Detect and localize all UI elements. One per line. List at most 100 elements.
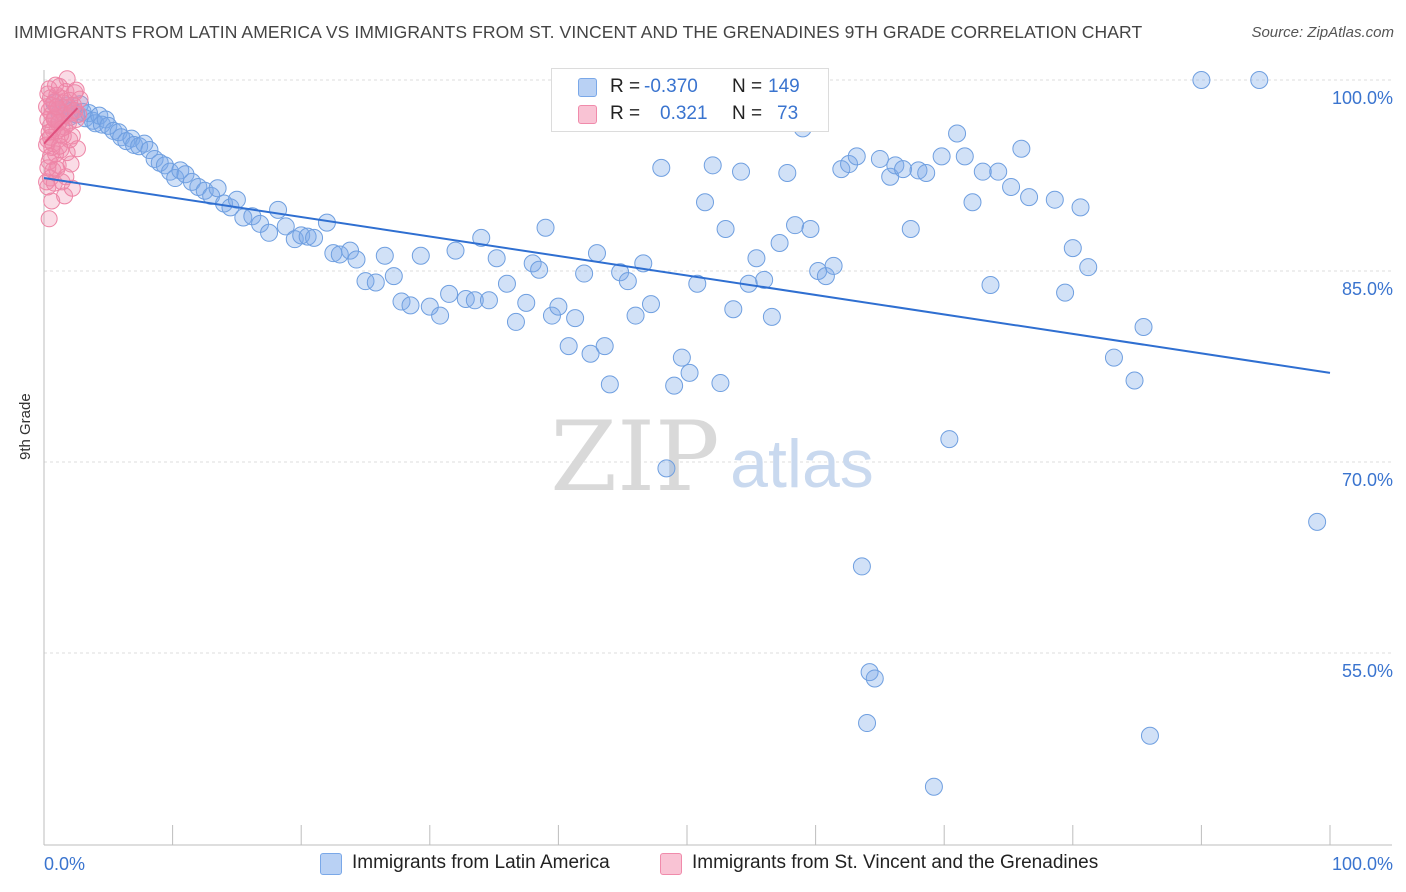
data-point-latin bbox=[786, 216, 805, 235]
data-point-latin bbox=[865, 669, 884, 688]
legend-r-label: R = bbox=[610, 103, 641, 124]
data-point-latin bbox=[243, 207, 262, 226]
data-point-latin bbox=[955, 147, 974, 166]
data-point-latin bbox=[732, 162, 751, 181]
chart-title: IMMIGRANTS FROM LATIN AMERICA VS IMMIGRA… bbox=[14, 22, 1143, 42]
data-point-latin bbox=[506, 312, 525, 331]
legend-swatch-blue bbox=[578, 78, 597, 97]
legend-row-stvincent: R = 0.321 N = 73 bbox=[552, 100, 828, 128]
data-point-latin bbox=[716, 219, 735, 238]
data-point-latin bbox=[724, 300, 743, 319]
data-point-latin bbox=[497, 274, 516, 293]
bottom-legend-stvincent-label: Immigrants from St. Vincent and the Gren… bbox=[692, 852, 1099, 873]
data-point-stvincent bbox=[47, 76, 65, 94]
data-point-latin bbox=[989, 162, 1008, 181]
bottom-swatch-blue bbox=[320, 853, 342, 875]
data-point-latin bbox=[618, 272, 637, 291]
trend-line-latin bbox=[43, 177, 1331, 374]
data-point-latin bbox=[341, 241, 360, 260]
data-point-latin bbox=[1134, 318, 1153, 337]
data-point-latin bbox=[456, 290, 475, 309]
y-axis-label: 9th Grade bbox=[17, 393, 34, 460]
data-point-latin bbox=[150, 153, 169, 172]
data-point-latin bbox=[840, 155, 859, 174]
stats-legend: R = -0.370 N = 149 R = 0.321 N = 73 bbox=[551, 68, 829, 132]
data-point-latin bbox=[260, 223, 279, 242]
data-point-stvincent bbox=[68, 140, 86, 158]
data-point-stvincent bbox=[38, 173, 56, 191]
data-point-latin bbox=[1104, 348, 1123, 367]
data-point-stvincent bbox=[63, 179, 81, 197]
data-point-stvincent bbox=[45, 110, 63, 128]
y-tick-label: 55.0% bbox=[1342, 661, 1393, 681]
data-point-latin bbox=[401, 296, 420, 315]
trend-line-stvincent bbox=[43, 107, 79, 145]
data-point-latin bbox=[559, 337, 578, 356]
data-point-latin bbox=[530, 260, 549, 279]
data-point-stvincent bbox=[38, 136, 56, 154]
data-point-latin bbox=[208, 179, 227, 198]
data-point-latin bbox=[917, 163, 936, 182]
data-point-latin bbox=[680, 363, 699, 382]
data-point-latin bbox=[973, 162, 992, 181]
data-point-latin bbox=[703, 156, 722, 175]
data-point-latin bbox=[870, 149, 889, 168]
legend-r-value: -0.370 bbox=[644, 76, 698, 97]
data-point-latin bbox=[755, 270, 774, 289]
data-point-latin bbox=[523, 254, 542, 273]
data-point-latin bbox=[816, 267, 835, 286]
data-point-stvincent bbox=[50, 137, 68, 155]
watermark-zip: ZIP bbox=[550, 401, 719, 513]
data-point-stvincent bbox=[48, 98, 66, 116]
data-point-latin bbox=[431, 306, 450, 325]
legend-n-label: N = bbox=[732, 103, 763, 124]
data-point-latin bbox=[932, 147, 951, 166]
data-point-latin bbox=[581, 344, 600, 363]
data-point-latin bbox=[549, 297, 568, 316]
legend-r-value: 0.321 bbox=[660, 103, 708, 124]
data-point-latin bbox=[472, 228, 491, 247]
data-point-latin bbox=[347, 250, 366, 269]
data-point-latin bbox=[176, 165, 195, 184]
trend-lines bbox=[43, 107, 1331, 374]
data-point-latin bbox=[696, 193, 715, 212]
legend-row-latin: R = -0.370 N = 149 bbox=[552, 73, 828, 101]
data-point-latin bbox=[1012, 139, 1031, 158]
legend-n-value: 73 bbox=[777, 103, 799, 124]
data-point-latin bbox=[688, 274, 707, 293]
data-point-latin bbox=[330, 245, 349, 264]
data-point-latin bbox=[1020, 188, 1039, 207]
data-point-latin bbox=[587, 244, 606, 263]
bottom-legend-latin-label: Immigrants from Latin America bbox=[352, 852, 610, 873]
data-point-stvincent bbox=[62, 155, 80, 173]
legend-swatch-pink bbox=[578, 105, 597, 124]
data-point-latin bbox=[894, 160, 913, 179]
x-tick-label: 100.0% bbox=[1332, 854, 1393, 874]
data-point-latin bbox=[672, 348, 691, 367]
st-vincent-points bbox=[38, 70, 89, 228]
data-point-latin bbox=[641, 295, 660, 314]
data-point-latin bbox=[517, 293, 536, 312]
data-point-latin bbox=[847, 147, 866, 166]
data-point-latin bbox=[140, 141, 159, 160]
data-point-latin bbox=[366, 273, 385, 292]
data-point-latin bbox=[542, 306, 561, 325]
data-point-latin bbox=[963, 193, 982, 212]
data-point-latin bbox=[652, 158, 671, 177]
data-point-latin bbox=[595, 337, 614, 356]
data-point-latin bbox=[575, 264, 594, 283]
data-point-latin bbox=[420, 297, 439, 316]
data-point-latin bbox=[948, 124, 967, 143]
data-point-latin bbox=[1063, 239, 1082, 258]
data-point-latin bbox=[1079, 258, 1098, 277]
data-point-latin bbox=[130, 137, 149, 156]
data-point-latin bbox=[305, 228, 324, 247]
data-point-latin bbox=[536, 218, 555, 237]
data-point-latin bbox=[762, 307, 781, 326]
data-point-latin bbox=[600, 375, 619, 394]
data-point-latin bbox=[1125, 371, 1144, 390]
data-point-latin bbox=[801, 219, 820, 238]
data-point-latin bbox=[384, 267, 403, 286]
data-point-latin bbox=[375, 246, 394, 265]
data-point-latin bbox=[778, 163, 797, 182]
